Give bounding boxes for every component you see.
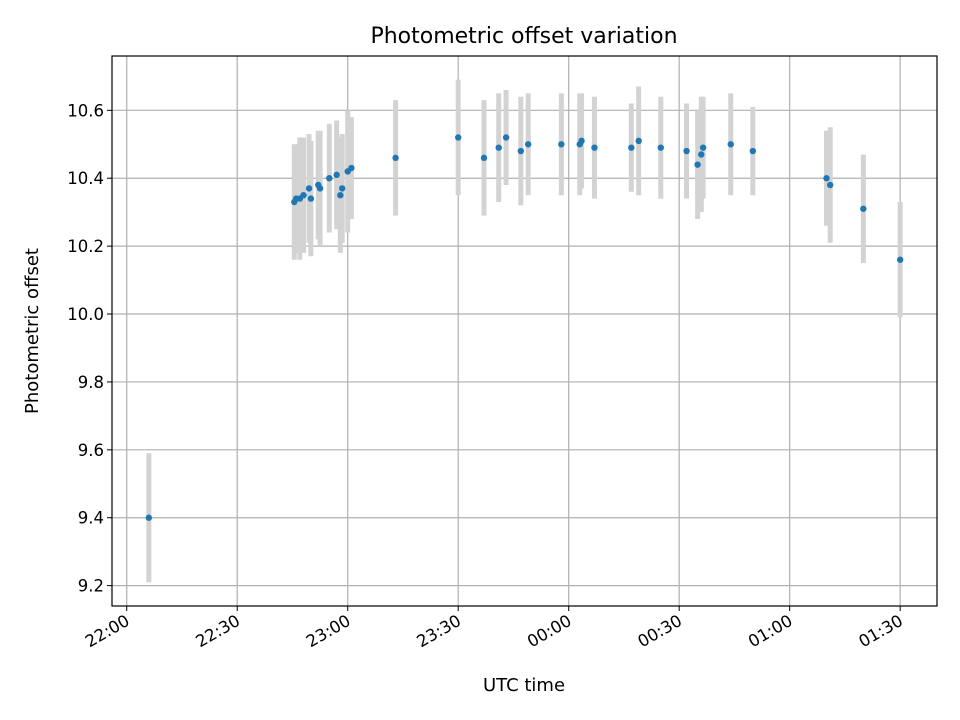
data-point: [683, 147, 690, 155]
data-point: [699, 144, 707, 151]
data-point: [860, 205, 867, 212]
data-point: [307, 195, 315, 202]
data-point: [316, 185, 324, 192]
x-tick-label: 23:00: [303, 611, 354, 651]
data-point: [694, 161, 701, 168]
data-point: [337, 191, 344, 199]
y-tick-label: 9.4: [78, 509, 104, 528]
data-point: [338, 185, 346, 192]
data-point: [635, 137, 642, 145]
x-tick-label: 00:00: [524, 611, 575, 651]
data-point: [305, 185, 313, 192]
x-tick-label: 00:30: [634, 611, 685, 651]
y-tick-label: 10.4: [67, 169, 104, 188]
data-point: [749, 147, 757, 155]
y-axis-ticks: 9.2 9.4 9.6 9.8 10.0 10.2 10.4 10.6: [67, 101, 112, 596]
data-point: [326, 175, 333, 182]
data-point: [558, 141, 565, 148]
data-point: [896, 256, 904, 263]
data-point: [698, 151, 705, 158]
x-tick-label: 22:00: [82, 611, 133, 651]
data-point: [823, 175, 830, 182]
x-tick-label: 22:30: [193, 611, 244, 651]
data-point: [300, 191, 307, 199]
y-tick-label: 9.2: [78, 577, 104, 596]
x-axis-ticks: 22:00 22:30 23:00 23:30 00:00 00:30 01:00 01:30: [82, 606, 906, 651]
data-point: [524, 141, 532, 148]
y-axis-label: Photometric offset: [22, 248, 43, 414]
x-tick-label: 01:00: [745, 611, 796, 651]
data-point: [826, 181, 834, 189]
data-point: [657, 144, 664, 151]
y-tick-label: 10.0: [67, 305, 104, 324]
grid-layer: [112, 56, 937, 606]
data-point: [502, 134, 510, 141]
data-point: [495, 144, 502, 151]
x-tick-label: 01:30: [855, 611, 906, 651]
data-point: [591, 144, 598, 151]
y-tick-label: 10.6: [67, 101, 104, 120]
data-point: [480, 154, 488, 162]
point-layer: [145, 134, 904, 521]
errorbar-layer: [146, 79, 903, 583]
data-point: [333, 171, 340, 179]
y-tick-label: 9.6: [78, 441, 104, 460]
data-point: [578, 137, 585, 145]
x-axis-label: UTC time: [483, 675, 565, 696]
y-tick-label: 9.8: [78, 373, 104, 392]
chart-title: Photometric offset variation: [370, 24, 677, 49]
data-point: [392, 154, 399, 162]
data-point: [628, 144, 635, 151]
y-tick-label: 10.2: [67, 237, 104, 256]
data-point: [727, 141, 734, 148]
data-point: [455, 134, 462, 141]
plot-frame: [111, 55, 938, 607]
x-tick-label: 23:30: [414, 611, 465, 651]
data-point: [517, 147, 525, 155]
data-point: [348, 164, 355, 172]
data-point: [145, 514, 153, 521]
